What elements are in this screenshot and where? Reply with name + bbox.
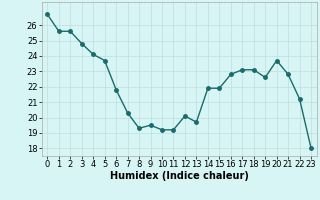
X-axis label: Humidex (Indice chaleur): Humidex (Indice chaleur): [110, 171, 249, 181]
